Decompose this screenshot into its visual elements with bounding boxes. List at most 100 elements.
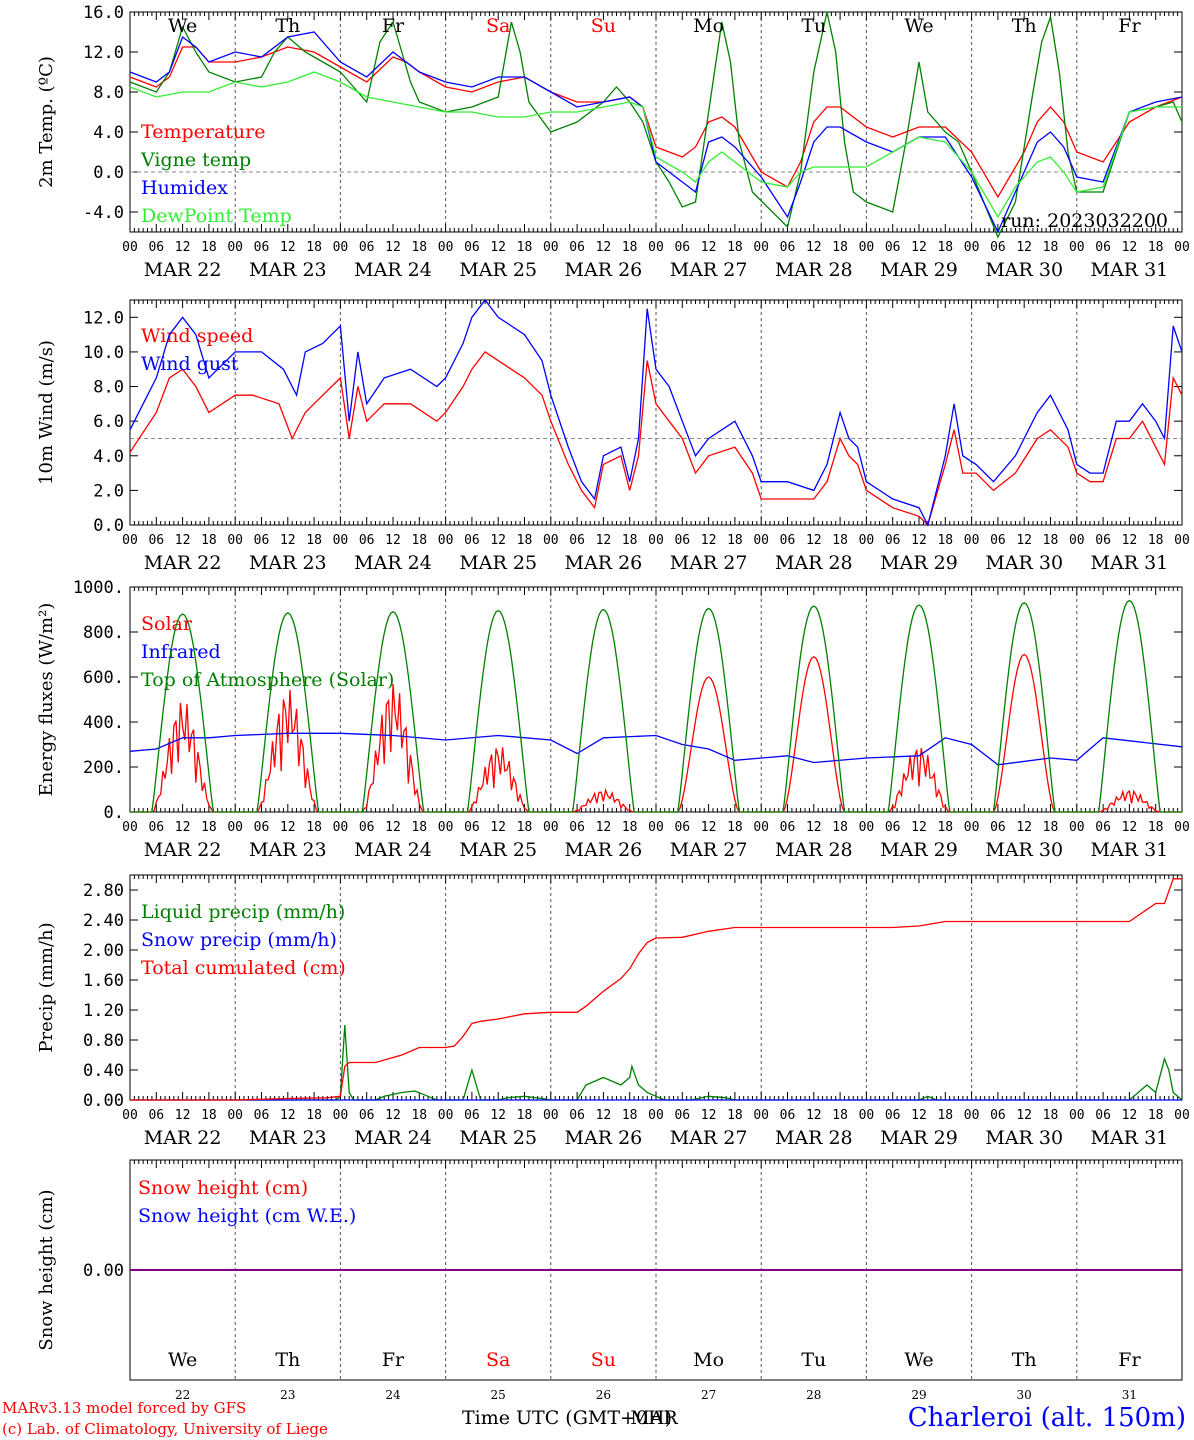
y-tick-label: 0.00: [83, 1261, 124, 1281]
hour-tick-label: 00: [543, 240, 559, 255]
hour-tick-label: 06: [464, 240, 480, 255]
hour-tick-label: 06: [359, 533, 375, 548]
y-tick-label: -4.0: [83, 203, 124, 223]
y-tick-label: 4.0: [93, 123, 124, 143]
hour-tick-label: 00: [1069, 240, 1085, 255]
hour-tick-label: 18: [517, 533, 533, 548]
hour-tick-label: 18: [1148, 820, 1164, 835]
hour-tick-label: 00: [859, 533, 875, 548]
date-label: MAR 23: [249, 1127, 327, 1149]
y-axis-label: 2m Temp. (ºC): [36, 56, 57, 188]
hour-tick-label: 12: [1122, 533, 1138, 548]
date-label: MAR 22: [144, 1127, 222, 1149]
y-tick-label: 2.80: [83, 881, 124, 901]
hour-tick-label: 12: [596, 820, 612, 835]
date-label: MAR 25: [459, 1127, 537, 1149]
date-label: MAR 24: [354, 1127, 432, 1149]
hour-tick-label: 06: [885, 240, 901, 255]
legend-entry: Humidex: [141, 177, 228, 199]
series-line-total-cumulated-cm-: [130, 878, 1182, 1101]
hour-tick-label: 00: [964, 240, 980, 255]
hour-tick-label: 06: [254, 820, 270, 835]
hour-tick-label: 18: [727, 1108, 743, 1123]
hour-tick-label: 06: [148, 240, 164, 255]
y-tick-label: 0.0: [93, 516, 124, 536]
series-line-infrared: [129, 732, 1183, 766]
weekday-label: Sa: [486, 1349, 510, 1371]
date-label: MAR 31: [1091, 259, 1169, 281]
hour-tick-label: 12: [385, 1108, 401, 1123]
date-label: MAR 23: [249, 552, 327, 574]
series-line-vigne-temp: [129, 11, 1183, 239]
hour-tick-label: 12: [701, 533, 717, 548]
hour-tick-label: 12: [1122, 240, 1138, 255]
hour-tick-label: 18: [201, 533, 217, 548]
day-number: 31: [1122, 1388, 1137, 1402]
day-number: 27: [701, 1388, 716, 1402]
hour-tick-label: 00: [122, 240, 138, 255]
y-tick-label: 0.80: [83, 1031, 124, 1051]
hour-tick-label: 18: [832, 240, 848, 255]
day-number: 29: [911, 1388, 926, 1402]
legend-entry: Solar: [141, 613, 193, 635]
hour-tick-label: 18: [306, 240, 322, 255]
weekday-label: We: [168, 15, 197, 37]
hour-tick-label: 00: [648, 240, 664, 255]
hour-tick-label: 06: [780, 533, 796, 548]
hour-tick-label: 00: [1069, 820, 1085, 835]
hour-tick-label: 18: [937, 820, 953, 835]
hour-tick-label: 12: [385, 240, 401, 255]
hour-tick-label: 12: [911, 533, 927, 548]
y-tick-label: 8.0: [93, 83, 124, 103]
hour-tick-label: 00: [648, 1108, 664, 1123]
hour-tick-label: 00: [438, 1108, 454, 1123]
weekday-label: Fr: [382, 15, 405, 37]
day-number: 26: [596, 1388, 611, 1402]
hour-tick-label: 00: [122, 1108, 138, 1123]
date-label: MAR 27: [670, 1127, 748, 1149]
day-number: 30: [1017, 1388, 1032, 1402]
hour-tick-label: 00: [753, 240, 769, 255]
date-label: MAR 29: [880, 839, 958, 861]
hour-tick-label: 12: [806, 820, 822, 835]
date-label: MAR 24: [354, 552, 432, 574]
hour-tick-label: 06: [990, 820, 1006, 835]
hour-tick-label: 06: [780, 820, 796, 835]
hour-tick-label: 00: [648, 820, 664, 835]
hour-tick-label: 18: [1148, 240, 1164, 255]
day-number: 22: [175, 1388, 190, 1402]
date-label: MAR 27: [670, 259, 748, 281]
hour-tick-label: 00: [964, 820, 980, 835]
weekday-label: We: [904, 15, 933, 37]
y-tick-label: 12.0: [83, 308, 124, 328]
day-number: 23: [280, 1388, 295, 1402]
legend-entry: Wind speed: [141, 325, 253, 347]
series-line-dewpoint-temp: [129, 71, 1182, 219]
hour-tick-label: 00: [333, 533, 349, 548]
hour-tick-label: 06: [148, 820, 164, 835]
legend-entry: Total cumulated (cm): [141, 957, 346, 979]
date-label: MAR 23: [249, 839, 327, 861]
hour-tick-label: 18: [1043, 240, 1059, 255]
legend-entry: Top of Atmosphere (Solar): [141, 669, 394, 691]
hour-tick-label: 12: [911, 1108, 927, 1123]
hour-tick-label: 12: [911, 820, 927, 835]
hour-tick-label: 18: [727, 820, 743, 835]
panel-4: 2.80 2.40 2.00 1.60 1.20 0.80 0.40 0.00 Precip (…: [36, 874, 1190, 1149]
date-label: MAR 24: [354, 839, 432, 861]
hour-tick-label: 06: [674, 533, 690, 548]
hour-tick-label: 06: [464, 533, 480, 548]
y-tick-label: 10.0: [83, 343, 124, 363]
hour-tick-label: 06: [674, 240, 690, 255]
hour-tick-label: 06: [674, 820, 690, 835]
date-label: MAR 26: [565, 839, 643, 861]
hour-tick-label: 00: [1069, 533, 1085, 548]
y-axis-label: 10m Wind (m/s): [36, 340, 57, 485]
weekday-label: Su: [591, 15, 616, 37]
date-label: MAR 29: [880, 552, 958, 574]
hour-tick-label: 06: [990, 240, 1006, 255]
y-tick-label: 4.0: [93, 447, 124, 467]
hour-tick-label: 06: [780, 240, 796, 255]
y-tick-label: 0.0: [93, 163, 124, 183]
hour-tick-label: 00: [122, 533, 138, 548]
